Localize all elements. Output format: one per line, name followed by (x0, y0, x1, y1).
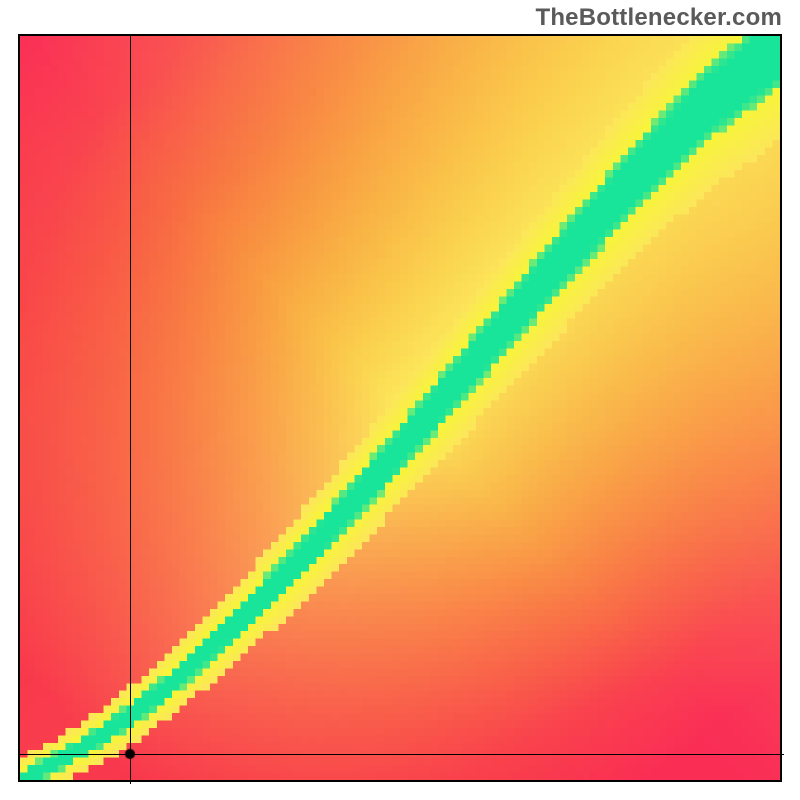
plot-area (18, 34, 782, 782)
crosshair-horizontal (20, 754, 784, 755)
bottleneck-heatmap (20, 36, 780, 780)
watermark-text: TheBottlenecker.com (535, 4, 782, 32)
chart-container: { "watermark": { "text": "TheBottlenecke… (0, 0, 800, 800)
crosshair-vertical (130, 36, 131, 784)
